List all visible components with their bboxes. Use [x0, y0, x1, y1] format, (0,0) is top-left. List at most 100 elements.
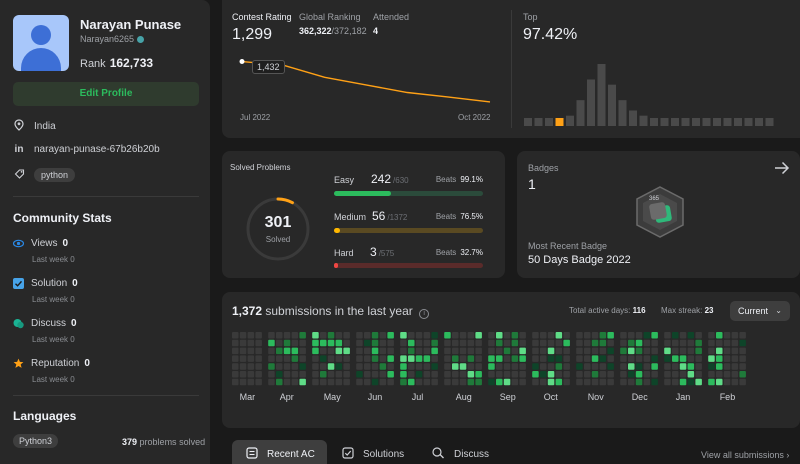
heatmap-cell: [664, 378, 671, 386]
heatmap-cell: [299, 332, 306, 339]
heatmap-cell: [327, 363, 335, 370]
heatmap-cell: [599, 339, 607, 347]
badges-title: Badges: [528, 163, 559, 173]
heatmap-cell: [511, 378, 519, 386]
heatmap-cell: [299, 371, 306, 378]
heatmap-cell: [672, 339, 679, 347]
heatmap-cell: [452, 378, 459, 386]
submission-heatmap[interactable]: [232, 332, 792, 392]
linkedin-row[interactable]: in narayan-punase-67b26b20b: [14, 144, 160, 155]
heatmap-cell: [320, 355, 327, 362]
heatmap-cell: [327, 371, 335, 378]
tab-recent-ac[interactable]: Recent AC: [232, 440, 327, 464]
location-pin-icon: [13, 119, 25, 134]
heatmap-cell: [635, 347, 643, 355]
heatmap-cell: [239, 371, 247, 378]
tab-discuss[interactable]: Discuss: [432, 440, 489, 464]
heatmap-cell: [664, 339, 671, 347]
heatmap-cell: [467, 347, 475, 355]
heatmap-cell: [379, 347, 387, 355]
heatmap-cell: [320, 332, 327, 339]
heatmap-cell: [496, 339, 503, 347]
heatmap-cell: [379, 378, 387, 386]
heatmap-cell: [356, 363, 363, 370]
histogram-bar: [597, 64, 606, 126]
solved-problems-card: Solved Problems 301 Solved Easy 242/630 …: [222, 151, 505, 278]
avatar[interactable]: [13, 15, 69, 71]
heatmap-cell: [664, 371, 671, 378]
info-icon[interactable]: i: [419, 309, 430, 319]
heatmap-cell: [320, 347, 327, 355]
heatmap-cell: [672, 371, 679, 378]
badges-card: Badges 1 365 Most Recent Badge 50 Days B…: [517, 151, 800, 278]
heatmap-cell: [452, 332, 459, 339]
heatmap-cell: [547, 363, 555, 370]
heatmap-cell: [620, 355, 627, 362]
discuss-icon: [432, 446, 445, 462]
heatmap-cell: [620, 363, 627, 370]
heatmap-cell: [459, 332, 467, 339]
heatmap-cell: [620, 378, 627, 386]
heatmap-cell: [452, 363, 459, 370]
heatmap-cell: [687, 363, 695, 370]
heatmap-cell: [291, 363, 299, 370]
heatmap-cell: [320, 378, 327, 386]
language-tag[interactable]: Python3: [13, 434, 59, 448]
heatmap-cell: [723, 363, 731, 370]
badge-50-days-icon[interactable]: 365: [635, 186, 685, 241]
heatmap-cell: [371, 371, 379, 378]
heatmap-cell: [643, 355, 651, 362]
heatmap-cell: [343, 339, 350, 347]
tab-solutions[interactable]: Solutions: [342, 440, 404, 464]
heatmap-cell: [379, 371, 387, 378]
edit-profile-button[interactable]: Edit Profile: [13, 82, 199, 106]
heatmap-cell: [444, 363, 451, 370]
heatmap-cell: [496, 363, 503, 370]
heatmap-cell: [679, 339, 687, 347]
heatmap-cell: [628, 363, 635, 370]
heatmap-cell: [356, 371, 363, 378]
medium-count: 56/1372: [372, 209, 408, 223]
check-square-icon: [342, 446, 354, 462]
heatmap-cell: [255, 339, 262, 347]
heatmap-cell: [731, 371, 739, 378]
histogram-bar: [660, 118, 669, 126]
heatmap-cell: [664, 355, 671, 362]
heatmap-cell: [364, 371, 371, 378]
heatmap-cell: [268, 363, 275, 370]
ranking-histogram[interactable]: [524, 46, 780, 128]
heatmap-cell: [695, 347, 702, 355]
heatmap-cell: [415, 347, 423, 355]
heatmap-cell: [400, 332, 407, 339]
heatmap-cell: [651, 332, 658, 339]
heatmap-cell: [312, 378, 319, 386]
heatmap-cell: [452, 355, 459, 362]
heatmap-cell: [739, 332, 746, 339]
skill-tag[interactable]: python: [34, 168, 76, 182]
heatmap-cell: [444, 371, 451, 378]
view-all-submissions-link[interactable]: View all submissions ›: [701, 450, 790, 460]
heatmap-cell: [496, 378, 503, 386]
heatmap-cell: [488, 378, 495, 386]
heatmap-cell: [299, 363, 306, 370]
stat-views: Views 0: [12, 238, 68, 249]
heatmap-cell: [651, 339, 658, 347]
heatmap-cell: [255, 371, 262, 378]
heatmap-cell: [635, 332, 643, 339]
heatmap-cell: [687, 371, 695, 378]
histogram-bar: [639, 115, 648, 126]
month-label: May: [323, 392, 341, 402]
global-ranking-label: Global Ranking: [299, 12, 361, 22]
heatmap-cell: [643, 347, 651, 355]
heatmap-cell: [283, 363, 291, 370]
heatmap-cell: [415, 378, 423, 386]
heatmap-cell: [584, 347, 591, 355]
heatmap-cell: [415, 371, 423, 378]
heatmap-cell: [503, 378, 511, 386]
heatmap-cell: [695, 339, 702, 347]
arrow-right-icon[interactable]: [774, 161, 790, 178]
profile-sidebar: Narayan Punase Narayan6265 Rank 162,733 E…: [0, 0, 210, 464]
year-select[interactable]: Current ⌄: [730, 301, 790, 321]
heatmap-cell: [591, 363, 599, 370]
heatmap-cell: [247, 332, 255, 339]
